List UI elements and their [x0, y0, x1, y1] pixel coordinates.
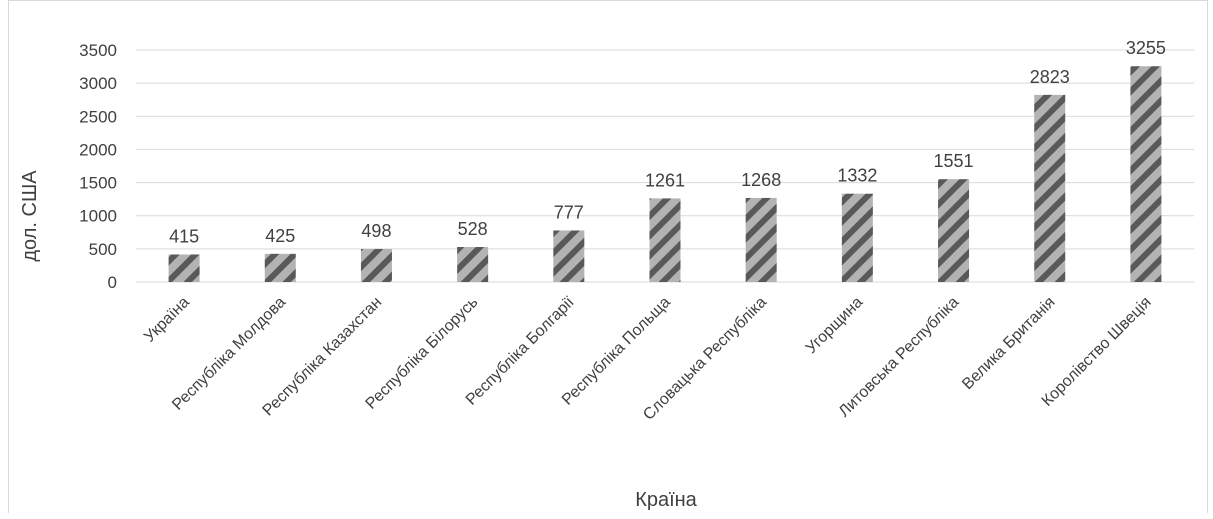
y-tick-label: 500 — [89, 240, 117, 259]
bars — [168, 66, 1162, 283]
y-tick-label: 2500 — [79, 107, 117, 126]
data-label: 3255 — [1126, 38, 1166, 58]
bar — [457, 247, 489, 282]
bar — [553, 230, 585, 282]
y-tick-label: 1500 — [79, 174, 117, 193]
data-label: 2823 — [1030, 67, 1070, 87]
x-axis-title: Країна — [635, 489, 697, 511]
data-label: 1268 — [741, 170, 781, 190]
data-label: 1261 — [645, 170, 685, 190]
bar — [745, 197, 777, 282]
data-label: 777 — [554, 202, 584, 222]
bar-chart: 0 500 1000 1500 2000 2500 3000 3500 415 425 498 52… — [19, 38, 1194, 511]
y-tick-label: 3500 — [79, 41, 117, 60]
y-tick-label: 3000 — [79, 74, 117, 93]
bar — [841, 193, 873, 282]
y-axis-ticks: 0 500 1000 1500 2000 2500 3000 3500 — [79, 41, 117, 292]
data-label: 528 — [458, 219, 488, 239]
y-axis-title: дол. США — [19, 170, 41, 262]
data-label: 425 — [265, 226, 295, 246]
x-tick-label: Угорщина — [803, 294, 866, 357]
y-tick-label: 1000 — [79, 207, 117, 226]
x-tick-label: Республіка Болгарії — [463, 293, 578, 408]
bar — [649, 198, 681, 282]
bar — [1130, 66, 1162, 283]
bar — [264, 253, 296, 282]
bar — [360, 248, 392, 282]
y-tick-label: 0 — [108, 273, 117, 292]
x-tick-label: Велика Британія — [959, 294, 1058, 393]
bar — [168, 254, 200, 282]
bar — [1034, 94, 1066, 282]
bar — [938, 179, 970, 282]
chart-frame: 0 500 1000 1500 2000 2500 3000 3500 415 425 498 52… — [8, 0, 1208, 513]
data-label: 1332 — [837, 166, 877, 186]
x-tick-label: Королівство Швеція — [1039, 294, 1155, 410]
y-tick-label: 2000 — [79, 140, 117, 159]
data-labels: 415 425 498 528 777 1261 1268 1332 1551 2823 3255 — [169, 38, 1166, 246]
data-label: 498 — [361, 221, 391, 241]
x-tick-label: Україна — [141, 294, 193, 346]
data-label: 415 — [169, 226, 199, 246]
x-tick-label: Республіка Польща — [559, 294, 674, 409]
data-label: 1551 — [934, 151, 974, 171]
